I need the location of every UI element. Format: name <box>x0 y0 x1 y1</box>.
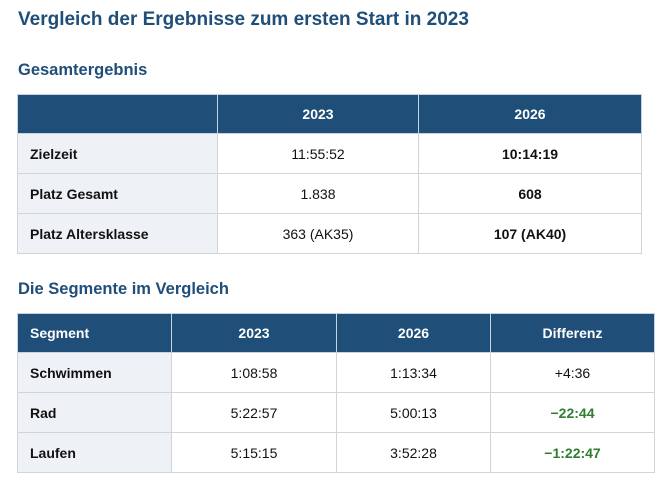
column-header-2026: 2026 <box>418 94 642 134</box>
segments-table: Segment 2023 2026 Differenz Schwimmen 1:… <box>17 313 655 473</box>
cell-2023: 1:08:58 <box>171 352 337 393</box>
table-row: Schwimmen 1:08:58 1:13:34 +4:36 <box>17 352 655 393</box>
section-heading-overall: Gesamtergebnis <box>18 61 148 79</box>
cell-2023: 11:55:52 <box>217 133 419 174</box>
cell-differenz: −22:44 <box>490 392 655 433</box>
cell-2023: 1.838 <box>217 173 419 214</box>
cell-2026: 10:14:19 <box>418 133 642 174</box>
cell-differenz: −1:22:47 <box>490 432 655 473</box>
row-label: Platz Altersklasse <box>17 213 218 254</box>
table-header-row: 2023 2026 <box>17 94 642 134</box>
row-label: Zielzeit <box>17 133 218 174</box>
overall-results-table: 2023 2026 Zielzeit 11:55:52 10:14:19 Pla… <box>17 94 642 254</box>
cell-differenz: +4:36 <box>490 352 655 393</box>
cell-2026: 3:52:28 <box>336 432 491 473</box>
cell-2023: 5:22:57 <box>171 392 337 433</box>
table-row: Rad 5:22:57 5:00:13 −22:44 <box>17 392 655 433</box>
table-row: Laufen 5:15:15 3:52:28 −1:22:47 <box>17 432 655 473</box>
column-header-2026: 2026 <box>336 313 491 353</box>
row-label: Platz Gesamt <box>17 173 218 214</box>
column-header-differenz: Differenz <box>490 313 655 353</box>
page-title: Vergleich der Ergebnisse zum ersten Star… <box>18 9 469 30</box>
row-label: Rad <box>17 392 172 433</box>
column-header-segment: Segment <box>17 313 172 353</box>
row-label: Laufen <box>17 432 172 473</box>
cell-2023: 5:15:15 <box>171 432 337 473</box>
column-header-empty <box>17 94 218 134</box>
cell-2026: 608 <box>418 173 642 214</box>
cell-2026: 5:00:13 <box>336 392 491 433</box>
row-label: Schwimmen <box>17 352 172 393</box>
column-header-2023: 2023 <box>217 94 419 134</box>
cell-2026: 1:13:34 <box>336 352 491 393</box>
table-row: Platz Gesamt 1.838 608 <box>17 173 642 214</box>
section-heading-segments: Die Segmente im Vergleich <box>18 280 229 298</box>
column-header-2023: 2023 <box>171 313 337 353</box>
cell-2026: 107 (AK40) <box>418 213 642 254</box>
table-row: Zielzeit 11:55:52 10:14:19 <box>17 133 642 174</box>
table-header-row: Segment 2023 2026 Differenz <box>17 313 655 353</box>
table-row: Platz Altersklasse 363 (AK35) 107 (AK40) <box>17 213 642 254</box>
cell-2023: 363 (AK35) <box>217 213 419 254</box>
